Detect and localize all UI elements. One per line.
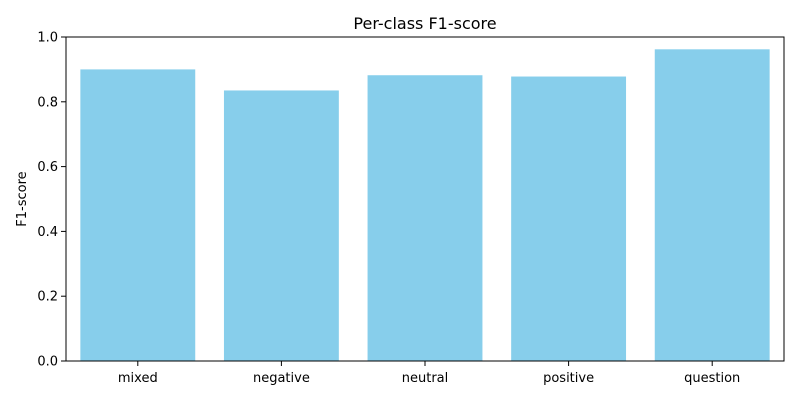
x-tick-label: negative [253,371,310,386]
x-axis: mixed negative neutral positive question [118,361,740,386]
y-tick-label: 0.6 [37,160,58,175]
bar-question [654,49,770,361]
y-tick-label: 0.2 [37,290,58,305]
x-tick-label: mixed [118,371,158,386]
y-tick-label: 1.0 [37,31,58,46]
bar-negative [223,90,339,362]
bar-neutral [367,75,483,362]
y-tick-label: 0.0 [37,355,58,370]
y-tick-label: 0.4 [37,225,58,240]
chart-title: Per-class F1-score [353,14,496,33]
x-tick-label: question [684,371,740,386]
x-tick-label: neutral [402,371,449,386]
bar-positive [511,76,627,361]
bars-layer [80,49,770,362]
bar-mixed [80,69,196,362]
y-axis-label: F1-score [15,171,30,226]
x-tick-label: positive [543,371,594,386]
y-axis: 0.0 0.2 0.4 0.6 0.8 1.0 [37,31,66,370]
y-tick-label: 0.8 [37,95,58,110]
